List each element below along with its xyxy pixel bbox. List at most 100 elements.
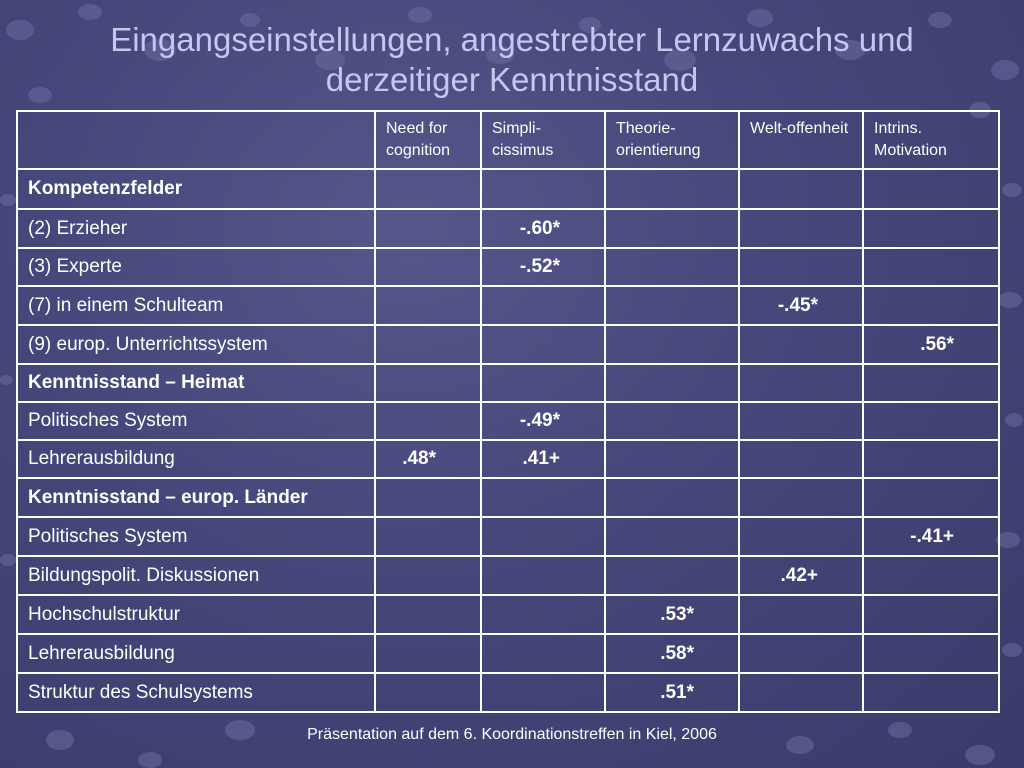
table-cell [738, 247, 864, 287]
table-cell [604, 208, 740, 249]
table-cell [480, 555, 606, 596]
table-cell [604, 247, 740, 287]
row-label: Politisches System [16, 401, 376, 441]
header-cell-empty [16, 110, 376, 170]
table-cell: -.49* [480, 401, 606, 441]
table-cell [480, 633, 606, 674]
table-cell [738, 168, 864, 210]
table-cell: .48* [374, 439, 482, 479]
header-need-for-cognition: Need for cognition [374, 110, 482, 170]
table-cell [862, 439, 1000, 479]
table-cell [604, 285, 740, 326]
table-row: Kompetenzfelder [16, 168, 1000, 210]
table-cell [604, 439, 740, 479]
slide-title: Eingangseinstellungen, angestrebter Lern… [40, 20, 984, 100]
table-cell: -.45* [738, 285, 864, 326]
table-cell [480, 672, 606, 713]
header-theorieorientierung: Theorie-orientierung [604, 110, 740, 170]
table-cell [738, 439, 864, 479]
table-cell [862, 555, 1000, 596]
table-row: Politisches System -.41+ [16, 516, 1000, 557]
table-cell: -.60* [480, 208, 606, 249]
table-row: Hochschulstruktur .53* [16, 594, 1000, 635]
table-cell [862, 247, 1000, 287]
table-cell: .51* [604, 672, 740, 713]
footer-text: Präsentation auf dem 6. Koordinationstre… [307, 726, 717, 743]
table-row: Politisches System -.49* [16, 401, 1000, 441]
table-cell [862, 285, 1000, 326]
table-cell [862, 208, 1000, 249]
table-cell [862, 672, 1000, 713]
table-cell [374, 594, 482, 635]
table-cell [738, 208, 864, 249]
section-heading: Kenntnisstand – Heimat [16, 363, 376, 403]
table-row: Bildungspolit. Diskussionen .42+ [16, 555, 1000, 596]
table-row: (2) Erzieher -.60* [16, 208, 1000, 249]
table-cell [374, 672, 482, 713]
table-row: Kenntnisstand – Heimat [16, 363, 1000, 403]
table-cell [604, 168, 740, 210]
table-cell [738, 672, 864, 713]
table-row: Lehrerausbildung .58* [16, 633, 1000, 674]
table-cell [738, 477, 864, 518]
table-cell [604, 516, 740, 557]
table-cell [480, 168, 606, 210]
table-cell [862, 477, 1000, 518]
table-cell: -.41+ [862, 516, 1000, 557]
table-cell [862, 401, 1000, 441]
table-cell [738, 324, 864, 365]
table-row: (9) europ. Unterrichtssystem .56* [16, 324, 1000, 365]
table-cell: .42+ [738, 555, 864, 596]
table-cell [374, 247, 482, 287]
row-label: (7) in einem Schulteam [16, 285, 376, 326]
slide-title-line-1: Eingangseinstellungen, angestrebter Lern… [110, 21, 914, 58]
table-cell [862, 363, 1000, 403]
table-cell [738, 594, 864, 635]
row-label: Lehrerausbildung [16, 633, 376, 674]
table-cell: .53* [604, 594, 740, 635]
table-cell [862, 594, 1000, 635]
section-heading: Kompetenzfelder [16, 168, 376, 210]
header-simplicissimus: Simpli-cissimus [480, 110, 606, 170]
table-row: Struktur des Schulsystems .51* [16, 672, 1000, 713]
table-cell [480, 285, 606, 326]
row-label: (3) Experte [16, 247, 376, 287]
table-cell [480, 477, 606, 518]
row-label: Lehrerausbildung [16, 439, 376, 479]
table-cell: -.52* [480, 247, 606, 287]
table-row: (3) Experte -.52* [16, 247, 1000, 287]
table-body: Kompetenzfelder (2) Erzieher -.60* (3) Expe… [16, 168, 1000, 713]
section-heading: Kenntnisstand – europ. Länder [16, 477, 376, 518]
table-cell [862, 168, 1000, 210]
table-cell [738, 363, 864, 403]
table-cell [374, 477, 482, 518]
correlation-table: Need for cognition Simpli-cissimus Theor… [16, 110, 1000, 713]
table-cell [374, 555, 482, 596]
table-cell [862, 633, 1000, 674]
table-cell: .41+ [480, 439, 606, 479]
row-label: Hochschulstruktur [16, 594, 376, 635]
header-intrins-motivation: Intrins. Motivation [862, 110, 1000, 170]
table-cell [480, 516, 606, 557]
table-cell [374, 516, 482, 557]
table-row: (7) in einem Schulteam -.45* [16, 285, 1000, 326]
table-cell [374, 324, 482, 365]
table-cell [738, 401, 864, 441]
table-cell: .58* [604, 633, 740, 674]
table-cell [374, 285, 482, 326]
table-header-row: Need for cognition Simpli-cissimus Theor… [16, 110, 1000, 170]
row-label: Struktur des Schulsystems [16, 672, 376, 713]
table-cell [604, 401, 740, 441]
table-cell [604, 477, 740, 518]
table-cell [604, 363, 740, 403]
table-cell [374, 363, 482, 403]
table-cell [738, 633, 864, 674]
table-cell [374, 208, 482, 249]
table-row: Lehrerausbildung .48* .41+ [16, 439, 1000, 479]
table-cell [374, 168, 482, 210]
table-cell [738, 516, 864, 557]
slide-title-line-2: derzeitiger Kenntnisstand [325, 61, 699, 98]
table-cell [374, 633, 482, 674]
row-label: Bildungspolit. Diskussionen [16, 555, 376, 596]
